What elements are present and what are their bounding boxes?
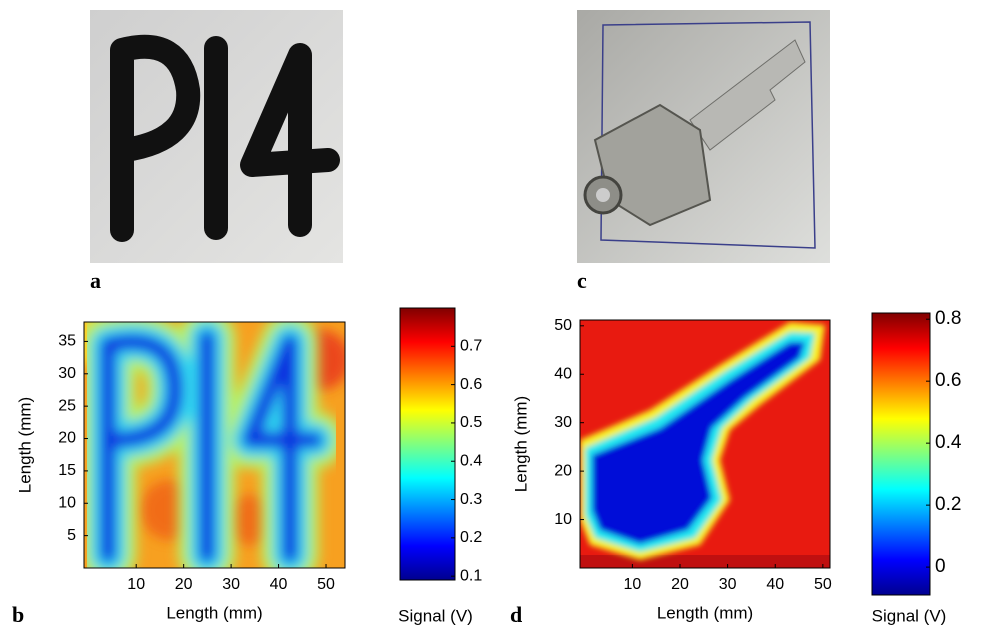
x-tick-label: 50 (317, 576, 335, 593)
x-tick-label: 50 (814, 576, 832, 593)
colorbar-tick-label: 0.6 (460, 376, 482, 393)
y-tick-label: 15 (58, 462, 76, 479)
colorbar-label: Signal (V) (872, 606, 947, 625)
panel-label: b (12, 602, 24, 627)
colorbar-tick-label: 0.2 (935, 494, 961, 515)
x-axis-label: Length (mm) (166, 603, 262, 622)
x-axis-label: Length (mm) (657, 603, 753, 622)
x-tick-label: 40 (270, 576, 288, 593)
colorbar-tick-label: 0.6 (935, 370, 961, 391)
panel-label: d (510, 602, 522, 627)
y-axis-label: Length (mm) (511, 396, 530, 492)
x-tick-label: 30 (719, 576, 737, 593)
y-tick-label: 20 (554, 462, 572, 479)
photo-c (577, 10, 830, 263)
colorbar-tick-label: 0.1 (460, 567, 482, 584)
y-tick-label: 30 (554, 414, 572, 431)
colorbar-tick-label: 0.8 (935, 308, 961, 329)
y-tick-label: 5 (67, 527, 76, 544)
colorbar-tick-label: 0.4 (460, 452, 482, 469)
x-tick-label: 30 (222, 576, 240, 593)
plot-frame (579, 319, 831, 569)
photo-a (90, 10, 343, 263)
y-tick-label: 40 (554, 365, 572, 382)
y-tick-label: 25 (58, 397, 76, 414)
heatmap-d (580, 320, 830, 568)
x-tick-label: 10 (623, 576, 641, 593)
y-axis-label: Length (mm) (15, 397, 34, 493)
x-tick-label: 40 (766, 576, 784, 593)
colorbar-tick-label: 0 (935, 556, 946, 577)
y-tick-label: 10 (554, 511, 572, 528)
y-tick-label: 20 (58, 430, 76, 447)
colorbar-tick-label: 0.5 (460, 414, 482, 431)
y-tick-label: 10 (58, 494, 76, 511)
y-tick-label: 50 (554, 317, 572, 334)
colorbar (871, 312, 931, 596)
x-tick-label: 20 (175, 576, 193, 593)
heatmap-b (84, 322, 345, 568)
colorbar (399, 307, 456, 581)
x-tick-label: 10 (127, 576, 145, 593)
panel-label: c (577, 268, 587, 293)
colorbar-label: Signal (V) (398, 606, 473, 625)
colorbar-tick-label: 0.2 (460, 529, 482, 546)
panel-label: a (90, 268, 101, 293)
colorbar-tick-label: 0.3 (460, 491, 482, 508)
colorbar-tick-label: 0.4 (935, 432, 962, 453)
y-tick-label: 35 (58, 333, 76, 350)
y-tick-label: 30 (58, 365, 76, 382)
x-tick-label: 20 (671, 576, 689, 593)
plot-frame (83, 321, 346, 569)
colorbar-tick-label: 0.7 (460, 338, 482, 355)
